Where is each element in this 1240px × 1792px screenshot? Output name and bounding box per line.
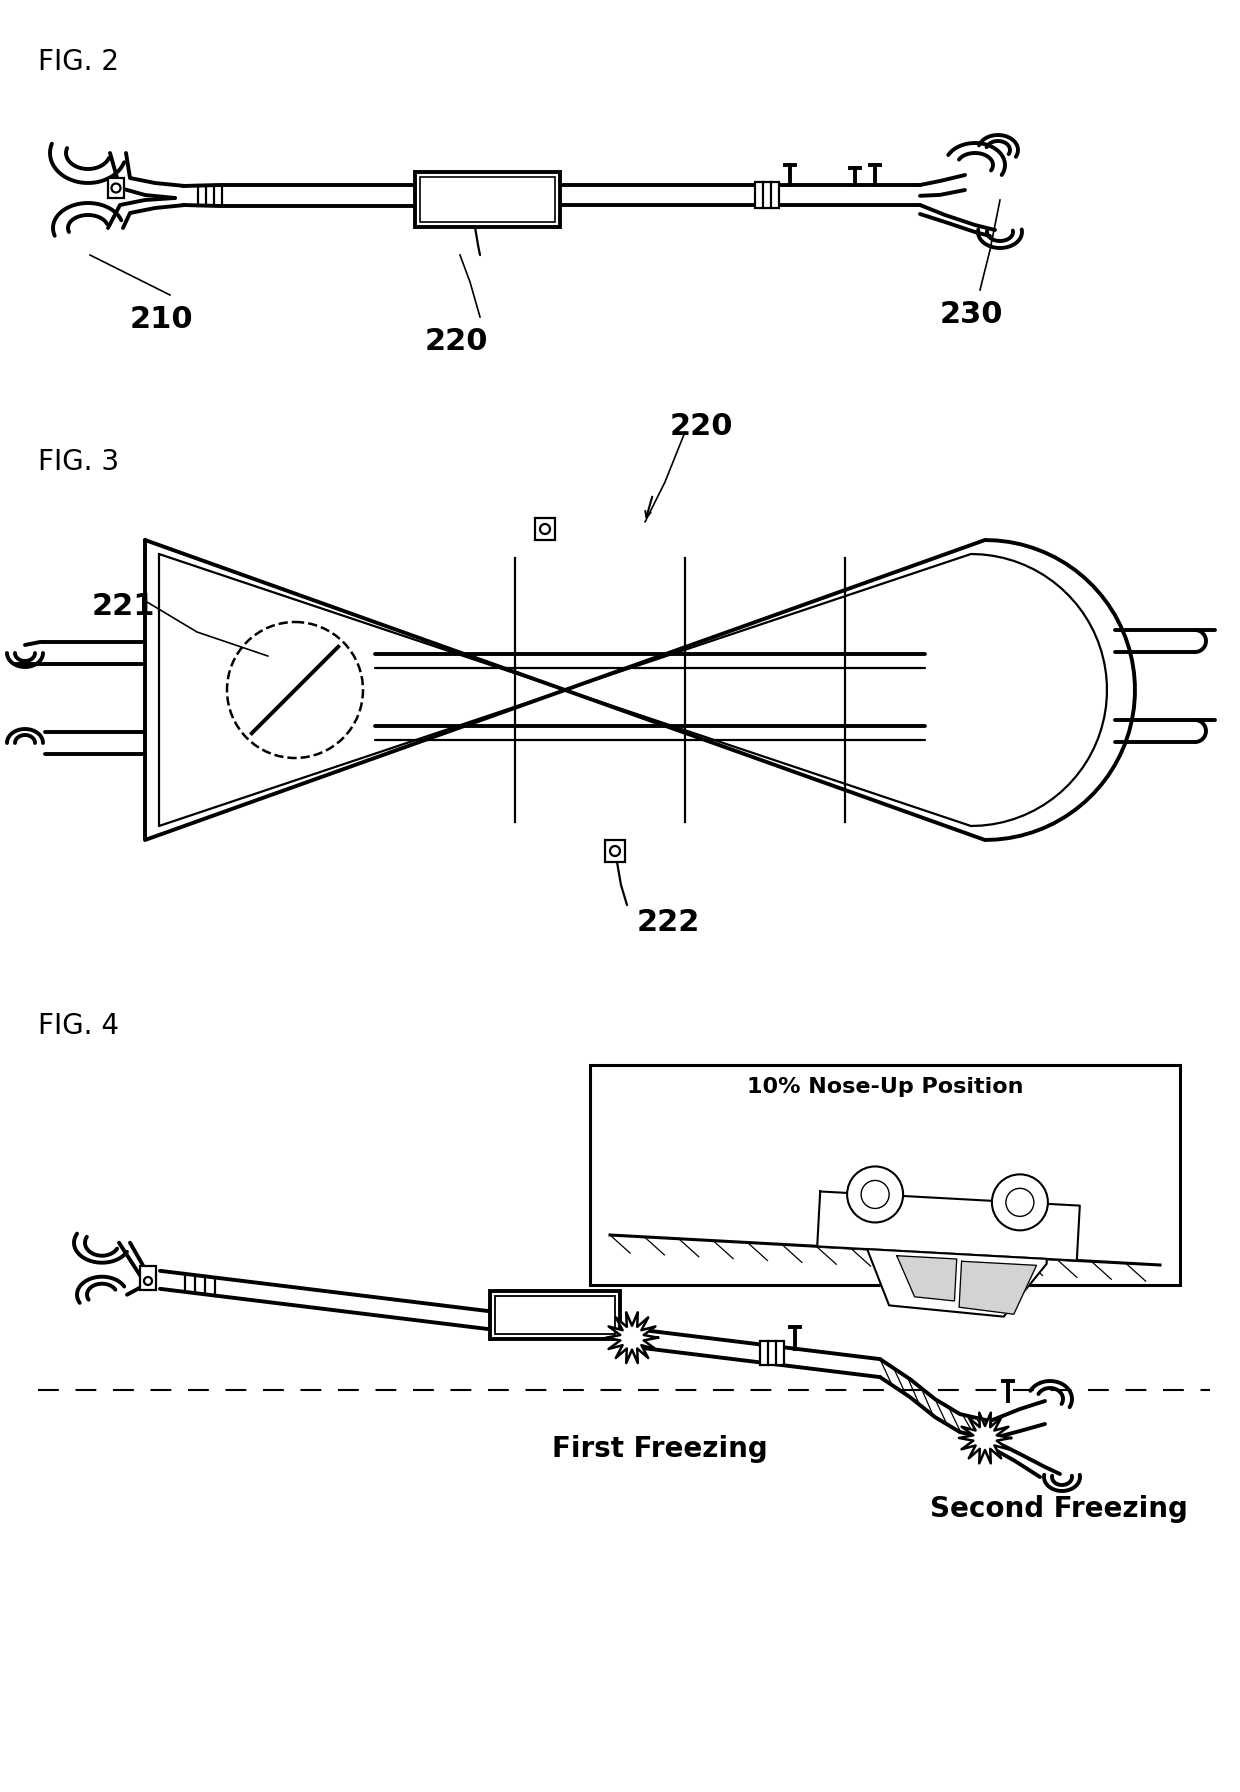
Circle shape (610, 846, 620, 857)
Polygon shape (897, 1256, 957, 1301)
Bar (108, 177, 124, 197)
Text: FIG. 4: FIG. 4 (38, 1012, 119, 1039)
Text: FIG. 3: FIG. 3 (38, 448, 119, 477)
Bar (420, 177, 556, 222)
Bar (415, 172, 560, 228)
Bar (760, 1342, 784, 1366)
Circle shape (539, 523, 551, 534)
Polygon shape (959, 1412, 1011, 1464)
Circle shape (144, 1278, 153, 1285)
Text: FIG. 2: FIG. 2 (38, 48, 119, 75)
Polygon shape (959, 1262, 1037, 1314)
Text: 10% Nose-Up Position: 10% Nose-Up Position (746, 1077, 1023, 1097)
Text: 210: 210 (130, 305, 193, 333)
Circle shape (1006, 1188, 1034, 1217)
Text: 220: 220 (425, 326, 489, 357)
Bar (534, 518, 556, 539)
Text: Second Freezing: Second Freezing (930, 1495, 1188, 1523)
Text: 220: 220 (670, 412, 734, 441)
Text: First Freezing: First Freezing (552, 1435, 768, 1462)
Bar (140, 1265, 156, 1290)
Polygon shape (867, 1249, 1047, 1317)
Polygon shape (606, 1312, 658, 1364)
Text: 221: 221 (92, 591, 155, 622)
Circle shape (847, 1167, 903, 1222)
Circle shape (992, 1174, 1048, 1231)
Circle shape (112, 183, 120, 192)
Bar (495, 1296, 615, 1335)
Bar (755, 183, 779, 208)
Circle shape (861, 1181, 889, 1208)
Bar (605, 840, 625, 862)
Bar (590, 1064, 1180, 1285)
Polygon shape (145, 539, 1135, 840)
Text: 230: 230 (940, 299, 1003, 330)
Bar (490, 1292, 620, 1339)
Polygon shape (817, 1192, 1080, 1260)
Text: 222: 222 (637, 909, 701, 937)
